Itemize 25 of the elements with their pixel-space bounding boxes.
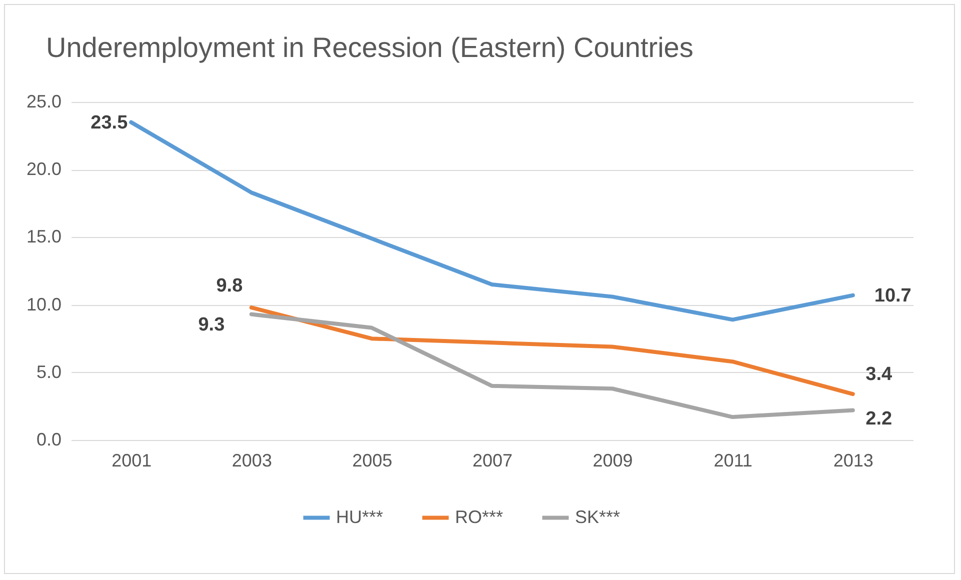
- line-series: [249, 312, 855, 420]
- x-tick-label: 2009: [592, 450, 633, 470]
- data-label: 9.8: [216, 276, 243, 297]
- x-tick-label: 2001: [112, 450, 152, 470]
- y-tick-label: 0.0: [36, 430, 62, 450]
- y-tick-label: 25.0: [26, 92, 62, 112]
- data-label: 2.2: [866, 408, 892, 430]
- data-label: 10.7: [874, 285, 912, 306]
- data-label: 9.3: [198, 314, 225, 336]
- legend-label: SK***: [575, 506, 620, 527]
- x-tick-label: 2013: [833, 450, 874, 470]
- x-tick-label: 2003: [232, 450, 272, 470]
- x-tick-label: 2007: [472, 450, 513, 470]
- line-series: [249, 306, 855, 396]
- x-tick-label: 2005: [352, 450, 392, 470]
- legend-label: HU***: [336, 506, 384, 527]
- y-tick-label: 10.0: [26, 294, 62, 314]
- y-tick-label: 5.0: [36, 362, 62, 382]
- data-label: 3.4: [866, 364, 892, 386]
- x-tick-label: 2011: [714, 450, 752, 470]
- y-tick-label: 15.0: [26, 226, 62, 247]
- legend-label: RO***: [455, 506, 504, 527]
- chart-title: Underemployment in Recession (Eastern) Countries: [46, 32, 694, 63]
- y-tick-label: 20.0: [26, 159, 62, 180]
- data-label: 23.5: [90, 112, 128, 134]
